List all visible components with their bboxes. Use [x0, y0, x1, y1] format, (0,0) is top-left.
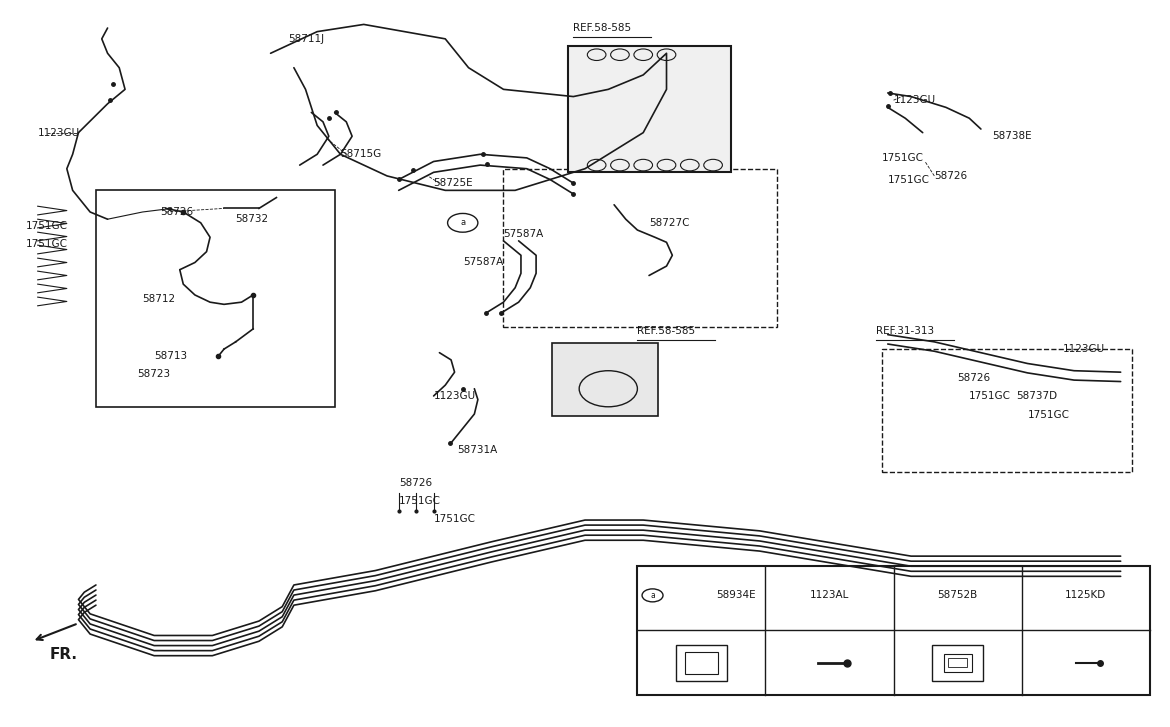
Text: 58715G: 58715G: [340, 149, 381, 159]
Text: 58711J: 58711J: [288, 34, 324, 44]
Text: 1751GC: 1751GC: [434, 513, 476, 523]
FancyBboxPatch shape: [552, 343, 659, 416]
Text: 58726: 58726: [399, 478, 432, 488]
Text: 57587A: 57587A: [503, 228, 544, 238]
Text: REF.58-585: REF.58-585: [573, 23, 632, 33]
Text: REF.31-313: REF.31-313: [876, 326, 934, 336]
Text: 58732: 58732: [235, 214, 269, 224]
Bar: [944, 654, 971, 672]
Text: FR.: FR.: [49, 647, 77, 662]
Text: 1751GC: 1751GC: [26, 239, 68, 249]
Text: a: a: [651, 591, 655, 600]
Bar: [932, 645, 983, 681]
Bar: [882, 349, 1133, 472]
Text: 58738E: 58738E: [992, 132, 1032, 141]
Text: 1751GC: 1751GC: [26, 222, 68, 231]
Bar: [676, 645, 727, 681]
Text: 58726: 58726: [935, 171, 968, 181]
Text: 1123GU: 1123GU: [37, 128, 80, 137]
Text: 58737D: 58737D: [1016, 391, 1057, 401]
Text: 57587A: 57587A: [462, 257, 503, 268]
Text: 1123AL: 1123AL: [810, 590, 849, 601]
Text: 1751GC: 1751GC: [1027, 411, 1069, 420]
Bar: [949, 658, 966, 667]
Text: 58713: 58713: [154, 351, 187, 361]
Text: 58726: 58726: [160, 207, 193, 217]
Bar: [638, 566, 1150, 695]
Text: REF.58-585: REF.58-585: [638, 326, 695, 336]
Text: 1751GC: 1751GC: [882, 153, 924, 163]
Text: 1751GC: 1751GC: [969, 391, 1011, 401]
Text: 58727C: 58727C: [649, 218, 689, 228]
Bar: [686, 652, 717, 674]
Text: 1123GU: 1123GU: [894, 95, 936, 105]
Text: 58752B: 58752B: [937, 590, 978, 601]
FancyBboxPatch shape: [567, 46, 730, 172]
Text: 1751GC: 1751GC: [399, 496, 441, 505]
Text: 58723: 58723: [137, 369, 170, 379]
Text: 1125KD: 1125KD: [1065, 590, 1107, 601]
Text: 58731A: 58731A: [457, 445, 497, 455]
Text: 58934E: 58934E: [716, 590, 756, 601]
Text: 58712: 58712: [143, 294, 176, 304]
Bar: [96, 190, 335, 407]
Text: 1751GC: 1751GC: [888, 174, 930, 185]
Text: 58725E: 58725E: [434, 178, 473, 188]
Text: a: a: [460, 218, 466, 228]
Text: 1123GU: 1123GU: [434, 391, 476, 401]
Text: 58726: 58726: [957, 373, 991, 383]
Text: 1123GU: 1123GU: [1062, 344, 1104, 354]
Bar: [503, 169, 777, 327]
